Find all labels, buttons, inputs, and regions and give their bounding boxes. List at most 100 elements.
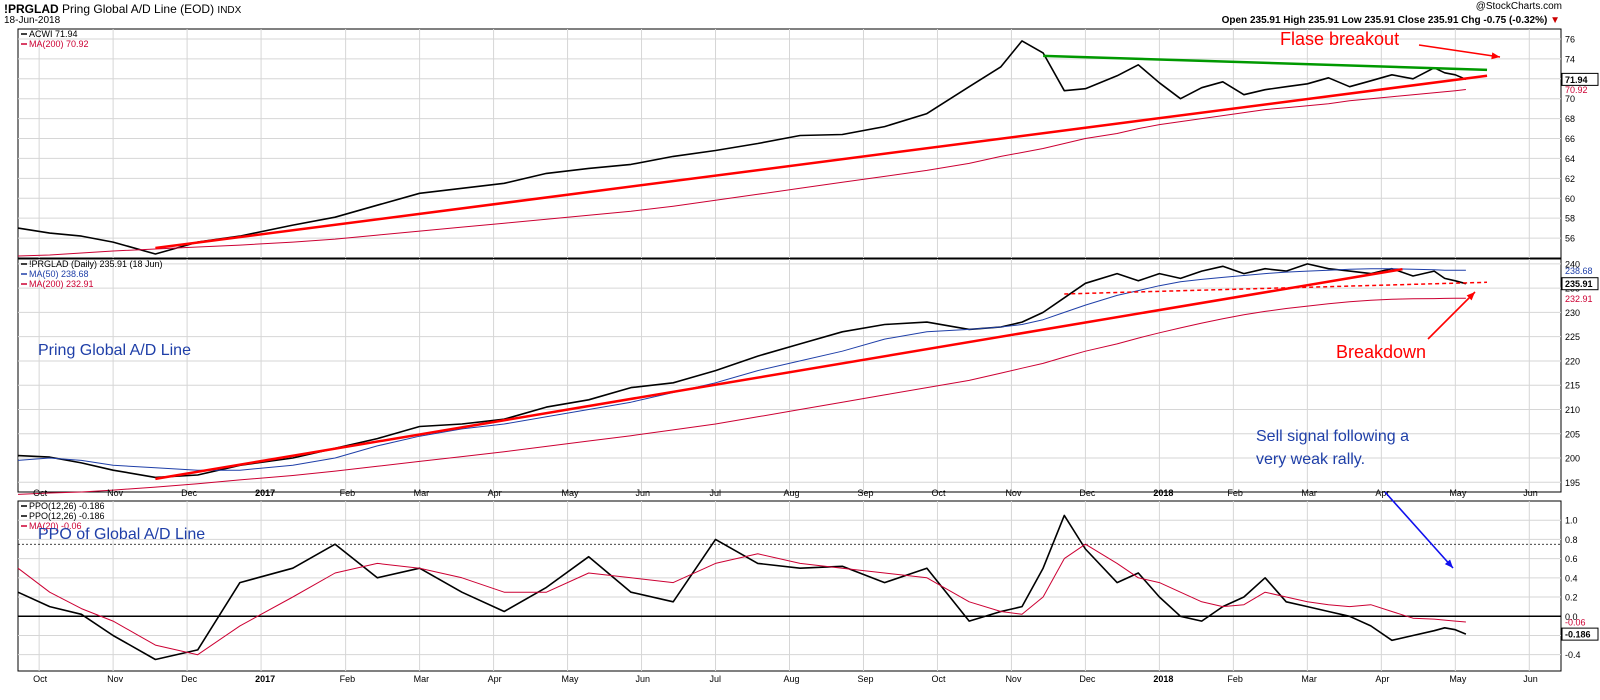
last-value-label-middle: 235.91 [1565, 279, 1593, 289]
x-tick-label: Oct [33, 674, 48, 684]
annotation-sell-signal-1: Sell signal following a [1256, 428, 1409, 445]
ohlc-text: Open 235.91 High 235.91 Low 235.91 Close… [1221, 15, 1548, 26]
x-tick-label: Jun [1523, 488, 1538, 498]
ytick-label-middle: 215 [1565, 381, 1580, 391]
ytick-label-top: 62 [1565, 174, 1575, 184]
legend-label-middle: !PRGLAD (Daily) 235.91 (18 Jun) [29, 259, 163, 269]
x-tick-label: Oct [931, 674, 946, 684]
trendline-middle-red-dotted [1064, 281, 1488, 295]
x-tick-label: Oct [33, 488, 48, 498]
x-tick-label: May [562, 674, 580, 684]
trendline-top-red [155, 74, 1488, 250]
legend-label-bottom: PPO(12,26) -0.186 [29, 501, 105, 511]
x-tick-label: Mar [414, 674, 430, 684]
x-tick-label: Jun [636, 674, 651, 684]
trendline-middle-red [155, 267, 1403, 481]
arrow-sell-signal-shaft [1384, 491, 1454, 569]
arrow-false-breakout-shaft [1418, 44, 1501, 58]
x-tick-label: May [1449, 674, 1467, 684]
last-value-label-bottom: -0.186 [1565, 630, 1591, 640]
ytick-label-top: 74 [1565, 54, 1575, 64]
annotation-panel-title: Pring Global A/D Line [38, 342, 191, 359]
x-tick-label: Jun [636, 488, 651, 498]
x-tick-label: Nov [1005, 488, 1022, 498]
chg-down-icon: ▼ [1550, 15, 1560, 26]
x-tick-label: Apr [488, 488, 502, 498]
ytick-label-top: 70 [1565, 94, 1575, 104]
arrow-breakdown-head [1466, 292, 1475, 301]
x-tick-label: Jul [710, 488, 722, 498]
x-tick-label: Feb [340, 488, 356, 498]
arrow-sell-signal-head [1444, 559, 1453, 568]
legend-label-bottom: PPO(12,26) -0.186 [29, 511, 105, 521]
arrow-false-breakout-head [1491, 52, 1500, 60]
annotation-ppo-title: PPO of Global A/D Line [38, 526, 206, 543]
arrow-sell-signal [1384, 491, 1454, 569]
x-tick-label: Jun [1523, 674, 1538, 684]
ytick-label-top: 66 [1565, 134, 1575, 144]
x-tick-label: Apr [1375, 488, 1389, 498]
symbol: !PRGLAD [4, 2, 59, 16]
x-tick-label: Dec [181, 674, 198, 684]
ytick-label-bottom: 0.2 [1565, 593, 1578, 603]
ytick-label-top: 64 [1565, 154, 1575, 164]
last-value-label-bottom: -0.06 [1565, 618, 1586, 628]
ytick-label-middle: 210 [1565, 405, 1580, 415]
x-tick-label: Oct [931, 488, 946, 498]
x-tick-label: Aug [784, 488, 800, 498]
series-line-top-ma-200- [17, 89, 1466, 257]
ytick-label-middle: 195 [1565, 478, 1580, 488]
x-tick-label: Apr [488, 674, 502, 684]
arrow-breakdown [1427, 291, 1476, 340]
exchange: INDX [217, 5, 242, 16]
x-tick-label: Aug [784, 674, 800, 684]
ytick-label-middle: 230 [1565, 308, 1580, 318]
x-tick-label: Feb [1227, 488, 1243, 498]
annotation-false-breakout: Flase breakout [1280, 29, 1400, 49]
x-tick-label: May [562, 488, 580, 498]
last-value-box-top [1561, 72, 1599, 86]
ytick-label-middle: 205 [1565, 429, 1580, 439]
arrow-breakdown-shaft [1427, 291, 1476, 340]
annotation-breakdown: Breakdown [1336, 342, 1427, 362]
legend-label-middle: MA(50) 238.68 [29, 269, 89, 279]
x-tick-label: Feb [340, 674, 356, 684]
annotation-sell-signal-2: very weak rally. [1256, 451, 1366, 468]
ytick-label-bottom: 0.8 [1565, 535, 1578, 545]
watermark: @StockCharts.com [1475, 1, 1562, 12]
series-line-top-acwi [17, 40, 1467, 255]
series-line-bottom-ppo-12-26- [17, 514, 1467, 661]
x-tick-label: Feb [1227, 674, 1243, 684]
x-tick-label: Sep [857, 674, 873, 684]
ytick-label-middle: 220 [1565, 356, 1580, 366]
last-value-label-top: 71.94 [1565, 75, 1588, 85]
legend-label-top: ACWI 71.94 [29, 29, 78, 39]
chart-date: 18-Jun-2018 [4, 15, 61, 26]
ytick-label-top: 76 [1565, 34, 1575, 44]
x-tick-label: 2018 [1153, 488, 1173, 498]
ytick-label-middle: 225 [1565, 332, 1580, 342]
series-line-bottom-ma-20- [17, 543, 1466, 656]
ohlc-readout: Open 235.91 High 235.91 Low 235.91 Close… [1222, 15, 1560, 26]
legend-label-middle: MA(200) 232.91 [29, 279, 94, 289]
ytick-label-top: 56 [1565, 234, 1575, 244]
ytick-label-bottom: 1.0 [1565, 516, 1578, 526]
x-tick-label: Mar [1301, 674, 1317, 684]
chart-title: !PRGLAD Pring Global A/D Line (EOD) INDX [4, 2, 241, 16]
ytick-label-bottom: 0.0 [1565, 612, 1578, 622]
series-line-middle-ma-200- [17, 297, 1466, 495]
last-value-box-bottom [1561, 627, 1599, 641]
x-tick-label: Nov [107, 488, 124, 498]
ytick-label-bottom: -0.4 [1565, 650, 1581, 660]
ytick-label-middle: 200 [1565, 454, 1580, 464]
ytick-label-middle: 240 [1565, 259, 1580, 269]
x-tick-label: Dec [1079, 488, 1096, 498]
last-value-label-middle: 238.68 [1565, 266, 1593, 276]
legend-label-top: MA(200) 70.92 [29, 39, 89, 49]
symbol-name: Pring Global A/D Line (EOD) [62, 2, 215, 16]
x-tick-label: 2018 [1153, 674, 1173, 684]
last-value-label-middle: 232.91 [1565, 294, 1593, 304]
arrow-false-breakout [1418, 44, 1501, 60]
ytick-label-top: 58 [1565, 214, 1575, 224]
